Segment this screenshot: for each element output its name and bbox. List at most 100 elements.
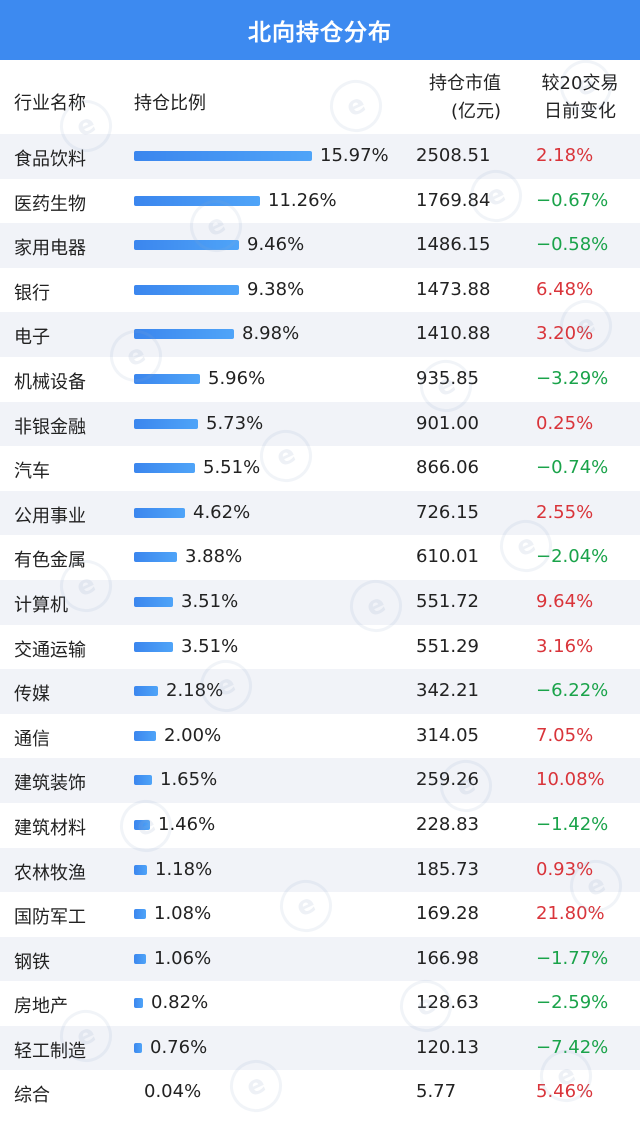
industry-name: 汽车 — [14, 461, 50, 483]
header-change-line1: 较20交易 — [541, 73, 619, 94]
ratio-bar — [134, 775, 152, 786]
table-row: 综合 0.04% 5.77 5.46% — [0, 1070, 640, 1115]
ratio-bar — [134, 730, 156, 741]
industry-name: 轻工制造 — [14, 1040, 86, 1062]
header-ratio: 持仓比例 — [134, 93, 206, 114]
ratio-label: 0.82% — [151, 992, 209, 1014]
table-row: 交通运输 3.51% 551.29 3.16% — [0, 625, 640, 670]
change-value: 6.48% — [536, 278, 594, 300]
table-row: 有色金属 3.88% 610.01 −2.04% — [0, 535, 640, 580]
ratio-bar — [134, 686, 158, 697]
table-row: 农林牧渔 1.18% 185.73 0.93% — [0, 847, 640, 893]
industry-name: 国防军工 — [14, 907, 86, 929]
change-value: −7.42% — [536, 1036, 609, 1058]
market-value: 5.77 — [416, 1081, 457, 1103]
change-value: 10.08% — [536, 769, 605, 791]
table-row: 家用电器 9.46% 1486.15 −0.58% — [0, 223, 640, 268]
industry-name: 综合 — [14, 1085, 50, 1107]
ratio-label: 1.46% — [158, 813, 216, 835]
ratio-bar — [134, 552, 177, 563]
table-row: 银行 9.38% 1473.88 6.48% — [0, 268, 640, 313]
ratio-label: 9.46% — [247, 234, 305, 256]
table-row: 计算机 3.51% 551.72 9.64% — [0, 579, 640, 625]
table-title: 北向持仓分布 — [0, 0, 640, 60]
ratio-bar — [134, 596, 173, 607]
ratio-label: 1.08% — [154, 903, 212, 925]
industry-name: 通信 — [14, 728, 50, 750]
ratio-label: 2.00% — [164, 724, 222, 746]
ratio-bar — [134, 463, 195, 474]
table-row: 非银金融 5.73% 901.00 0.25% — [0, 401, 640, 447]
table-row: 医药生物 11.26% 1769.84 −0.67% — [0, 179, 640, 224]
ratio-label: 8.98% — [242, 323, 300, 345]
market-value: 1473.88 — [416, 278, 491, 300]
ratio-bar — [134, 819, 150, 830]
header-industry: 行业名称 — [14, 93, 86, 114]
industry-name: 计算机 — [14, 594, 68, 616]
ratio-bar — [134, 953, 146, 964]
change-value: −1.42% — [536, 813, 609, 835]
ratio-label: 11.26% — [268, 189, 337, 211]
ratio-bar — [134, 195, 260, 206]
industry-name: 传媒 — [14, 684, 50, 706]
table-body: 食品饮料 15.97% 2508.51 2.18% 医药生物 11.26% 1769.84 −… — [0, 134, 640, 1115]
market-value: 551.29 — [416, 635, 479, 657]
ratio-label: 3.88% — [185, 546, 243, 568]
change-value: 7.05% — [536, 724, 594, 746]
table-row: 传媒 2.18% 342.21 −6.22% — [0, 669, 640, 714]
change-value: 21.80% — [536, 903, 605, 925]
change-value: −3.29% — [536, 367, 609, 389]
ratio-bar — [134, 240, 239, 251]
industry-name: 非银金融 — [14, 416, 86, 438]
ratio-label: 5.96% — [208, 367, 266, 389]
market-value: 1769.84 — [416, 189, 491, 211]
market-value: 166.98 — [416, 947, 479, 969]
change-value: 2.18% — [536, 145, 594, 166]
change-value: −6.22% — [536, 680, 609, 702]
ratio-bar — [134, 507, 185, 518]
industry-name: 公用事业 — [14, 505, 86, 527]
change-value: −0.67% — [536, 189, 609, 211]
table-row: 建筑装饰 1.65% 259.26 10.08% — [0, 758, 640, 803]
table-row: 建筑材料 1.46% 228.83 −1.42% — [0, 803, 640, 848]
ratio-bar — [134, 151, 312, 161]
ratio-label: 9.38% — [247, 278, 305, 300]
ratio-bar — [134, 373, 200, 384]
header-change-line2: 日前变化 — [544, 101, 616, 122]
table-row: 房地产 0.82% 128.63 −2.59% — [0, 981, 640, 1026]
table-row: 机械设备 5.96% 935.85 −3.29% — [0, 357, 640, 402]
change-value: −1.77% — [536, 947, 609, 969]
market-value: 551.72 — [416, 590, 479, 612]
change-value: 3.20% — [536, 323, 594, 345]
table-header: 行业名称 持仓比例 持仓市值 (亿元) 较20交易 日前变化 — [0, 60, 640, 134]
table-row: 通信 2.00% 314.05 7.05% — [0, 714, 640, 759]
change-value: 0.93% — [536, 858, 594, 880]
industry-name: 钢铁 — [14, 951, 50, 973]
industry-name: 房地产 — [14, 996, 68, 1018]
ratio-bar — [134, 418, 198, 429]
change-value: 3.16% — [536, 635, 594, 657]
market-value: 169.28 — [416, 903, 479, 925]
header-value-line2: (亿元) — [450, 101, 501, 122]
table-row: 食品饮料 15.97% 2508.51 2.18% — [0, 134, 640, 179]
market-value: 128.63 — [416, 992, 479, 1014]
market-value: 342.21 — [416, 680, 479, 702]
table-row: 公用事业 4.62% 726.15 2.55% — [0, 490, 640, 536]
ratio-label: 5.51% — [203, 457, 261, 479]
ratio-label: 15.97% — [320, 145, 389, 166]
ratio-bar — [134, 1042, 142, 1053]
table-row: 汽车 5.51% 866.06 −0.74% — [0, 446, 640, 491]
market-value: 2508.51 — [416, 145, 491, 166]
market-value: 1486.15 — [416, 234, 491, 256]
table-row: 国防军工 1.08% 169.28 21.80% — [0, 892, 640, 937]
ratio-bar — [134, 998, 143, 1009]
ratio-label: 0.76% — [150, 1036, 208, 1058]
change-value: 9.64% — [536, 590, 594, 612]
table-row: 轻工制造 0.76% 120.13 −7.42% — [0, 1025, 640, 1071]
ratio-label: 1.06% — [154, 947, 212, 969]
industry-name: 食品饮料 — [14, 149, 86, 170]
change-value: 5.46% — [536, 1081, 594, 1103]
industry-name: 交通运输 — [14, 639, 86, 661]
market-value: 259.26 — [416, 769, 479, 791]
